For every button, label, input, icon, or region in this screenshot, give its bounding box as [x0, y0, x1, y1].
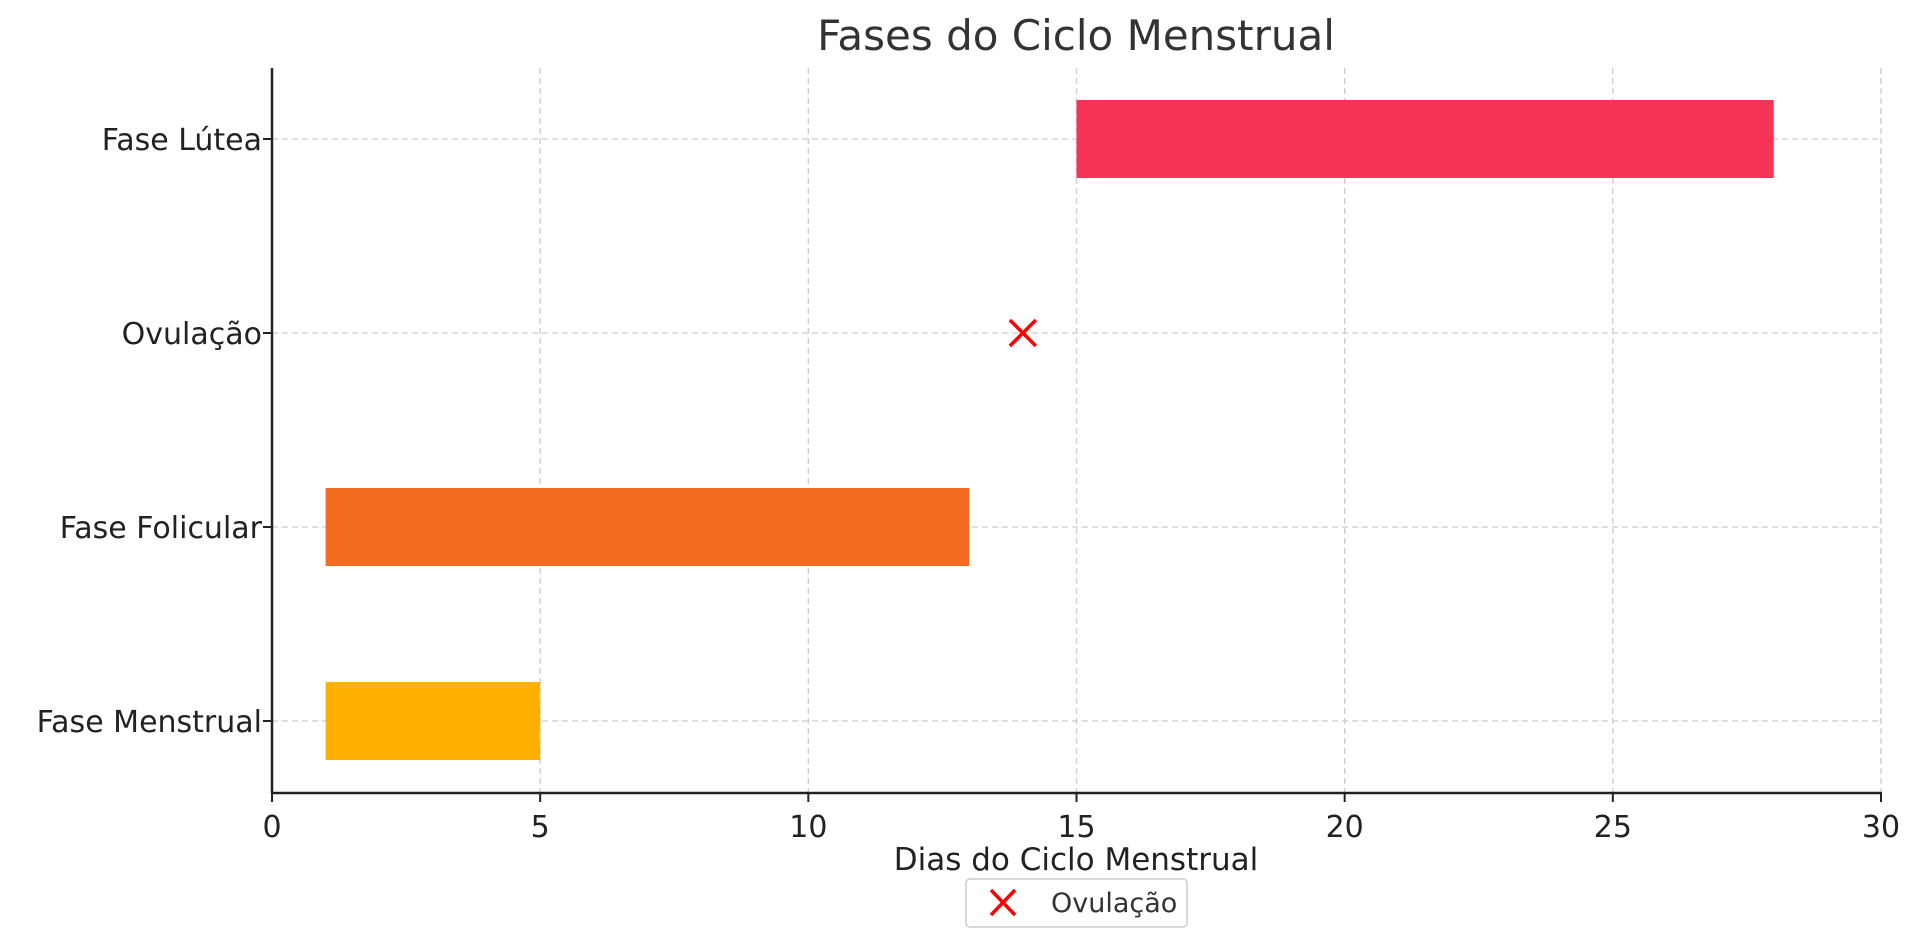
- x-tick-label: 15: [1057, 810, 1095, 845]
- bars: [325, 100, 1774, 760]
- bar-fase-lutea: [1076, 100, 1774, 178]
- y-tick-label-fase-menstrual: Fase Menstrual: [37, 705, 262, 740]
- markers: [1008, 318, 1038, 348]
- y-tick-label-ovulacao: Ovulação: [122, 317, 262, 352]
- legend-ovulation-marker: [989, 888, 1017, 917]
- bar-fase-menstrual: [325, 682, 541, 760]
- marker-ovulacao: [1008, 318, 1038, 348]
- x-tick-label: 30: [1862, 810, 1900, 845]
- x-tick-label: 10: [789, 810, 827, 845]
- y-tick-label-fase-folicular: Fase Folicular: [60, 511, 263, 546]
- legend-label-ovulacao: Ovulação: [1051, 888, 1177, 919]
- bar-fase-folicular: [325, 488, 970, 566]
- x-tick-label: 20: [1326, 810, 1364, 845]
- x-tick-label: 5: [531, 810, 550, 845]
- legend-frame: [965, 878, 1188, 928]
- x-tick-label: 25: [1594, 810, 1632, 845]
- legend: Ovulação: [965, 878, 1188, 928]
- chart-title: Fases do Ciclo Menstrual: [817, 11, 1335, 60]
- y-tick-label-fase-lutea: Fase Lútea: [102, 123, 262, 158]
- ticks: 0 5 10 15 20 25 30 Fase Menstrual Fase Folicular…: [37, 123, 1900, 845]
- x-axis-label: Dias do Ciclo Menstrual: [894, 842, 1259, 878]
- x-tick-label: 0: [262, 810, 281, 845]
